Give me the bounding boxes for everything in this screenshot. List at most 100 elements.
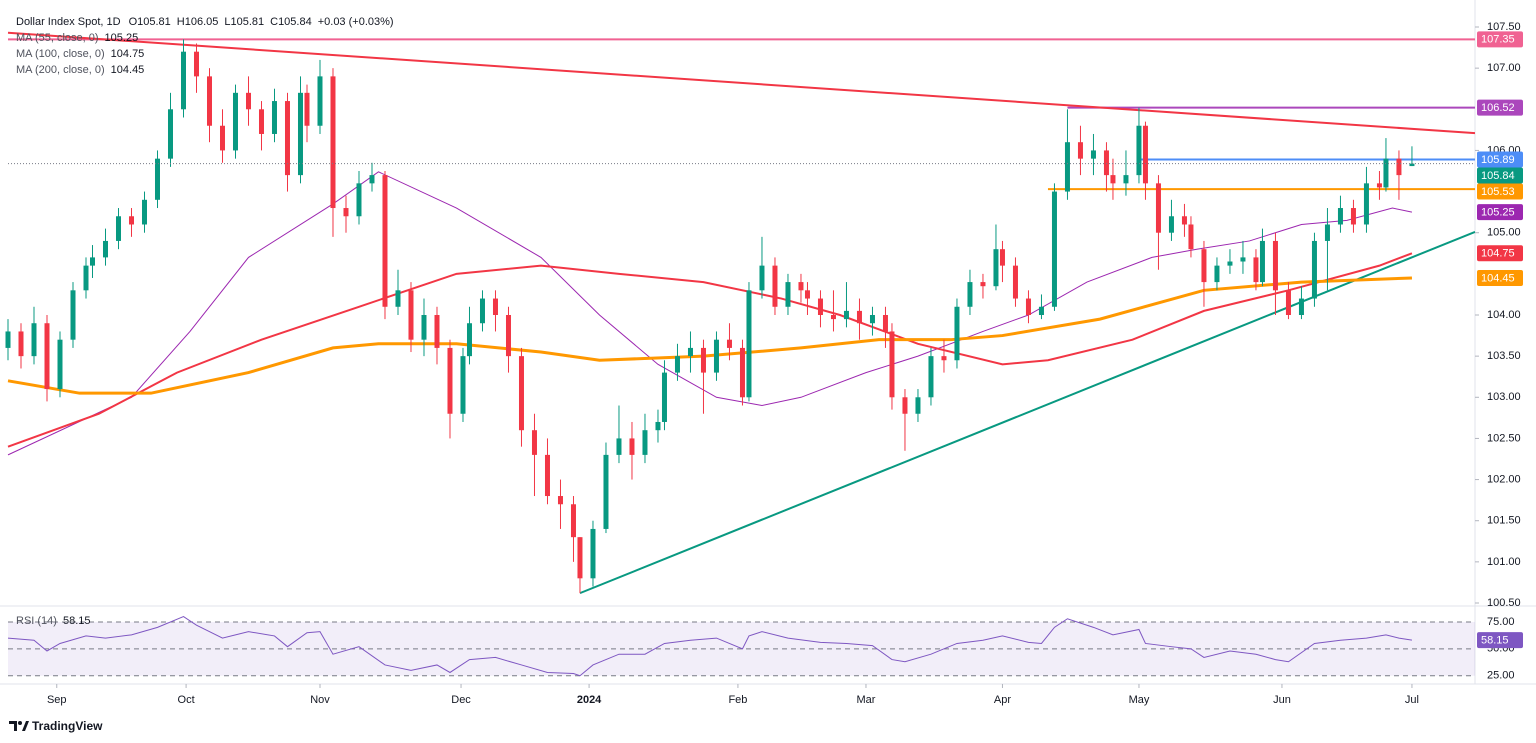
candle-body [1136,125,1142,176]
candle-body [434,315,440,348]
x-tick-label: Sep [47,694,67,706]
candle-body [1090,150,1096,159]
y-tick-label: 104.00 [1487,309,1521,321]
price-tag [1477,167,1523,184]
chart-title: Dollar Index Spot, 1D [16,16,121,28]
candle-body [1285,290,1291,315]
candle-body [1240,257,1246,262]
candle-body [993,249,999,287]
candle-body [967,282,973,307]
x-tick-label: Dec [451,694,471,706]
candle-body [1012,265,1018,299]
candle-body [700,347,706,373]
candle-body [843,310,849,320]
candle-body [1324,224,1330,241]
candle-body [642,430,648,455]
candle-body [479,298,485,324]
candle-body [258,109,264,134]
candle-body [167,109,173,159]
candle-body [1188,224,1194,250]
candle-body [304,92,310,126]
legend-value: 104.75 [111,48,145,60]
candle-body [395,290,401,307]
candle-body [70,290,76,340]
rsi-tag [1477,632,1523,649]
y-tick-label: 107.50 [1487,21,1521,33]
candle-body [447,347,453,414]
x-tick-label: Apr [994,694,1011,706]
candle-body [1110,175,1116,184]
candle-body [739,347,745,398]
candle-body [180,51,186,110]
candle-body [1227,261,1233,266]
candle-body [785,282,791,307]
candle-body [1168,216,1174,233]
ohlc-label: L105.81 [224,16,264,28]
candle-body [1253,257,1259,283]
candle-body [1396,158,1402,176]
y-tick-label: 107.00 [1487,62,1521,74]
trend-line [579,230,1475,595]
rsi-legend-value: 58.15 [63,615,91,627]
candle-body [759,265,765,291]
candle-body [804,290,810,299]
rsi-tick-label: 25.00 [1487,670,1515,682]
candle-body [44,323,50,390]
price-tag [1477,269,1523,286]
y-tick-label: 102.00 [1487,473,1521,485]
moving-average [7,252,1413,448]
price-tag-label: 104.45 [1481,272,1515,284]
candle-body [629,438,635,455]
candle-body [460,356,466,414]
candle-body [505,315,511,357]
candle-body [1259,240,1265,283]
legend-name: MA (55, close, 0) [16,32,99,44]
x-tick-label: Feb [728,694,747,706]
candle-body [616,438,622,455]
candle-body [603,454,609,529]
price-tag-label: 105.89 [1481,154,1515,166]
candle-body [317,76,323,126]
candle-body [115,216,121,241]
candle-body [1376,183,1382,188]
candle-body [1025,298,1031,315]
brand-name: TradingView [32,719,103,733]
x-tick-label: Jun [1273,694,1291,706]
candle-body [382,175,388,307]
candle-body [531,430,537,455]
candle-body [297,92,303,176]
candle-body [889,331,895,398]
candle-body [882,315,888,332]
candle-body [1201,249,1207,283]
legend-name: MA (200, close, 0) [16,64,105,76]
moving-average [7,276,1413,395]
candle-body [1272,240,1278,291]
candle-body [1409,163,1415,167]
candle-body [902,397,908,414]
legend-value: 104.45 [111,64,145,76]
price-tag-label: 106.52 [1481,102,1515,114]
y-tick-label: 102.50 [1487,432,1521,444]
legend-value: 105.25 [105,32,139,44]
candle-body [856,310,862,324]
candle-body [1155,183,1161,233]
candle-body [746,290,752,398]
candle-body [1051,191,1057,307]
candle-body [1311,240,1317,299]
candle-body [772,265,778,307]
candle-body [1214,265,1220,283]
candle-body [5,331,11,348]
rsi-tick-label: 75.00 [1487,616,1515,628]
price-tag [1477,99,1523,116]
x-tick-label: Mar [856,694,875,706]
candle-body [271,101,277,134]
candle-body [687,347,693,357]
candle-body [1038,306,1044,315]
x-tick-label: May [1129,694,1150,706]
candle-body [590,528,596,579]
candle-body [798,282,804,291]
candle-body [284,101,290,176]
candle-body [492,298,498,315]
candle-body [1077,142,1083,159]
